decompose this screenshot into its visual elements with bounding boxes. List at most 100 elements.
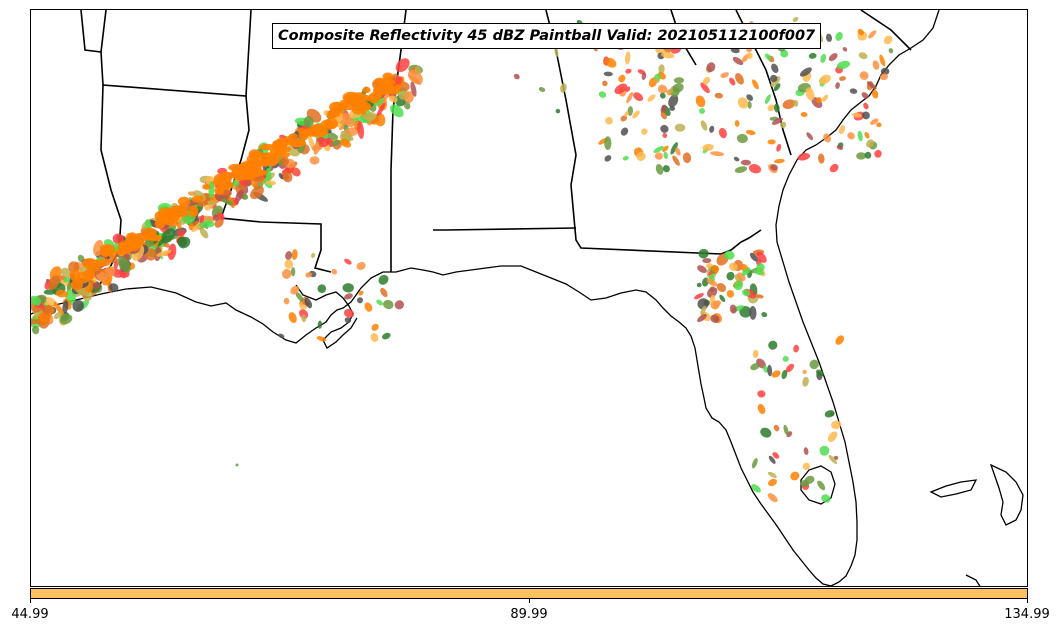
reflectivity-cell <box>660 111 667 120</box>
reflectivity-cell <box>879 54 886 67</box>
reflectivity-cell <box>771 63 779 74</box>
reflectivity-cell <box>838 125 846 135</box>
reflectivity-cell <box>342 91 360 103</box>
reflectivity-cell <box>142 227 157 236</box>
reflectivity-cell <box>280 156 289 167</box>
reflectivity-cell <box>371 323 379 331</box>
reflectivity-cell <box>880 67 890 75</box>
reflectivity-cell <box>699 108 705 114</box>
reflectivity-cell <box>856 152 867 160</box>
reflectivity-cell <box>702 258 712 264</box>
reflectivity-cell <box>178 236 191 249</box>
lake-okeechobee <box>800 465 836 505</box>
reflectivity-cell <box>726 290 735 298</box>
reflectivity-cell <box>625 51 631 65</box>
reflectivity-cell <box>145 219 152 231</box>
reflectivity-cell <box>729 304 737 314</box>
reflectivity-cell <box>356 100 367 112</box>
reflectivity-cell <box>295 292 304 302</box>
reflectivity-cell <box>317 320 323 329</box>
reflectivity-cell <box>862 111 870 120</box>
reflectivity-cell <box>654 77 660 83</box>
reflectivity-cell <box>732 56 744 66</box>
reflectivity-cell <box>757 403 766 415</box>
reflectivity-cell <box>782 99 796 109</box>
reflectivity-cell <box>756 263 765 272</box>
reflectivity-cell <box>265 180 276 186</box>
reflectivity-cell <box>749 252 758 262</box>
reflectivity-cell <box>797 153 811 161</box>
reflectivity-cell <box>675 147 681 156</box>
reflectivity-cell <box>820 53 827 63</box>
reflectivity-cell <box>858 52 868 60</box>
reflectivity-cell <box>156 249 172 257</box>
reflectivity-cell <box>828 455 838 464</box>
reflectivity-cell <box>376 299 384 306</box>
reflectivity-cell <box>282 171 293 183</box>
coastline <box>31 10 1024 586</box>
reflectivity-cell <box>620 127 629 136</box>
reflectivity-cell <box>383 299 394 310</box>
reflectivity-cell <box>770 164 778 171</box>
reflectivity-cell <box>660 124 669 133</box>
reflectivity-cell <box>767 471 777 478</box>
reflectivity-cell <box>625 86 631 93</box>
reflectivity-cell <box>310 127 329 137</box>
reflectivity-cell <box>555 108 561 114</box>
reflectivity-cell <box>167 243 177 260</box>
reflectivity-paintball <box>31 16 894 503</box>
reflectivity-cell <box>362 113 376 122</box>
reflectivity-cell <box>819 445 830 456</box>
reflectivity-cell <box>702 76 711 85</box>
reflectivity-cell <box>231 165 249 177</box>
reflectivity-cell <box>756 294 764 299</box>
reflectivity-cell <box>728 262 738 272</box>
reflectivity-cell <box>410 81 417 97</box>
reflectivity-cell <box>883 35 893 45</box>
reflectivity-cell <box>716 283 727 292</box>
reflectivity-cell <box>849 88 858 94</box>
reflectivity-cell <box>603 71 613 77</box>
reflectivity-cell <box>719 294 726 303</box>
reflectivity-cell <box>622 155 629 161</box>
reflectivity-cell <box>362 86 371 94</box>
reflectivity-cell <box>742 289 751 297</box>
reflectivity-cell <box>395 58 410 73</box>
reflectivity-cell <box>808 52 817 59</box>
reflectivity-cell <box>657 84 668 94</box>
reflectivity-cell <box>863 102 869 110</box>
reflectivity-cell <box>384 83 395 95</box>
reflectivity-cell <box>740 159 751 166</box>
reflectivity-cell <box>632 110 640 119</box>
reflectivity-cell <box>627 106 634 116</box>
reflectivity-cell <box>793 99 799 107</box>
reflectivity-cell <box>752 349 759 358</box>
reflectivity-cell <box>859 71 869 80</box>
reflectivity-cell <box>888 48 894 54</box>
reflectivity-cell <box>724 250 735 260</box>
reflectivity-cell <box>771 370 781 378</box>
reflectivity-cell <box>866 81 877 90</box>
reflectivity-cell <box>709 294 716 304</box>
reflectivity-cell <box>707 287 718 298</box>
reflectivity-cell <box>647 94 656 102</box>
reflectivity-cell <box>835 335 845 345</box>
state-border-1 <box>80 10 107 53</box>
reflectivity-cell <box>604 136 612 150</box>
reflectivity-cell <box>776 143 782 152</box>
reflectivity-cell <box>700 82 710 94</box>
reflectivity-cell <box>750 363 760 371</box>
reflectivity-cell <box>754 269 764 276</box>
reflectivity-cell <box>605 57 617 68</box>
reflectivity-cell <box>746 94 754 101</box>
reflectivity-cell <box>749 306 757 320</box>
reflectivity-cell <box>768 478 777 487</box>
reflectivity-cell <box>756 251 767 263</box>
reflectivity-cell <box>745 129 756 136</box>
reflectivity-cell <box>760 427 772 438</box>
reflectivity-cell <box>700 305 707 316</box>
reflectivity-cell <box>598 91 607 98</box>
reflectivity-cell <box>311 252 316 258</box>
reflectivity-cell <box>614 83 628 95</box>
reflectivity-cell <box>285 251 293 261</box>
